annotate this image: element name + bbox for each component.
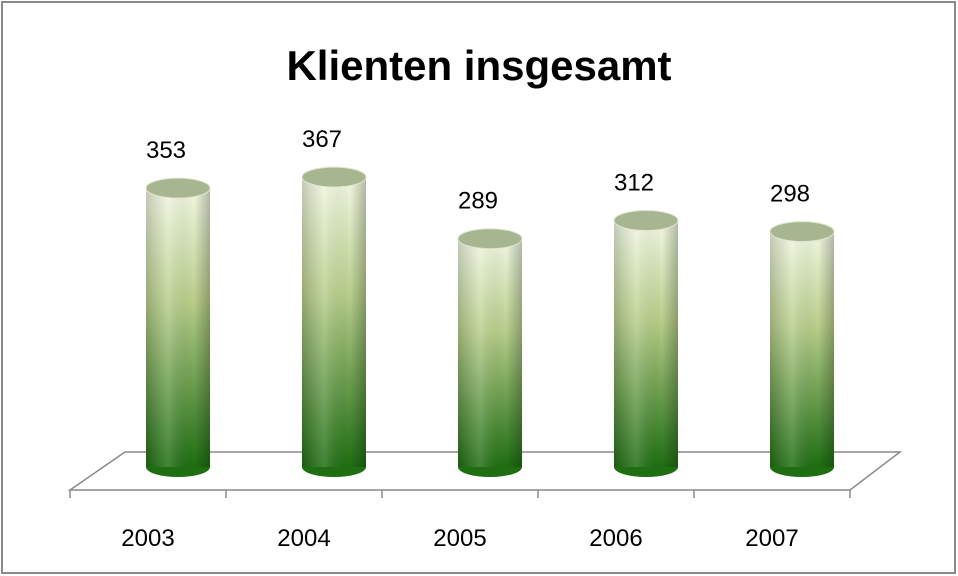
bar-top [145,177,211,199]
bar-top [457,228,523,250]
x-tick-label: 2006 [589,525,642,552]
bar-shade [614,220,678,467]
bar-shade [458,238,522,467]
bar-shade [302,177,366,467]
bar-top [301,166,367,188]
bar-shade [770,231,834,467]
x-tick-label: 2003 [121,525,174,552]
value-label: 367 [302,126,342,153]
x-tick-label: 2005 [433,525,486,552]
x-tick-label: 2004 [277,525,330,552]
bar-top [613,210,679,232]
x-tick-label: 2007 [745,525,798,552]
bar-shade [146,188,210,467]
chart-title: Klienten insgesamt [286,42,671,89]
value-label: 312 [614,170,654,197]
value-label: 298 [770,181,810,208]
bar-top [769,221,835,243]
value-label: 353 [146,137,186,164]
value-label: 289 [458,188,498,215]
